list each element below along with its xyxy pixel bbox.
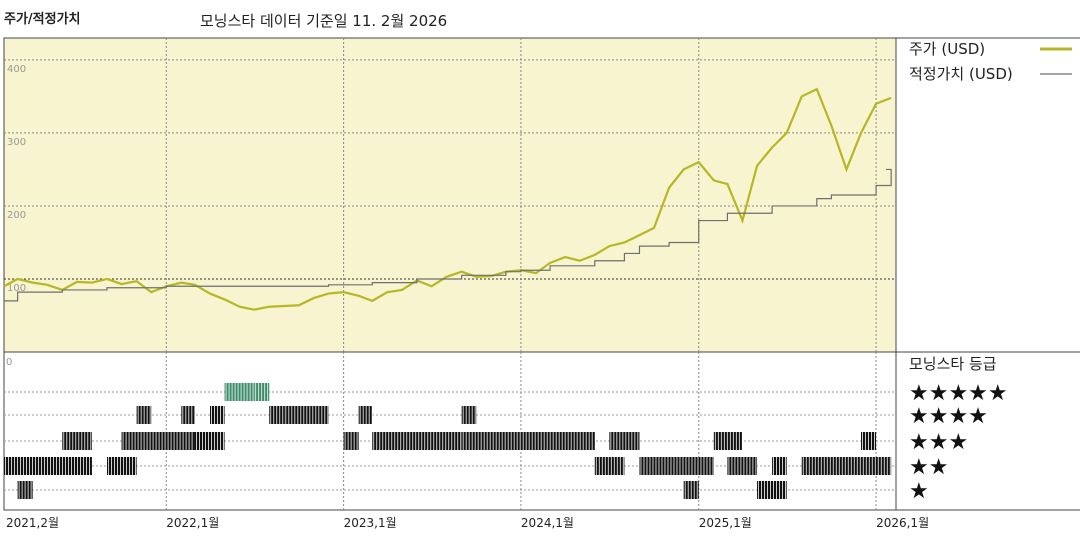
y-tick-label: 100 xyxy=(7,283,26,294)
rating-segment xyxy=(209,406,225,424)
x-axis-ticks: 2021,2월 2022,1월 2023,1월 2024,1월 2025,1월 2026,… xyxy=(6,516,929,530)
rating-segment xyxy=(284,406,329,424)
rating-segment xyxy=(609,432,640,450)
rating-segment xyxy=(194,432,225,450)
price-line xyxy=(3,87,892,311)
rating-row-label: ★★★★ xyxy=(909,404,988,429)
rating-y-tick: 0 xyxy=(6,357,12,368)
rating-segment xyxy=(17,481,33,499)
rating-segments xyxy=(4,383,892,499)
rating-segment xyxy=(343,432,359,450)
rating-segment xyxy=(594,457,625,475)
price-plot-background xyxy=(3,37,897,353)
rating-star-labels: ★★★★★★★★★★★★★★★ xyxy=(909,381,1008,504)
x-tick-label: 2025,1월 xyxy=(699,516,752,530)
rating-segment xyxy=(713,432,743,450)
rating-segment xyxy=(461,406,477,424)
rating-segment xyxy=(181,406,196,424)
x-tick-label: 2024,1월 xyxy=(521,516,574,530)
rating-row-label: ★★ xyxy=(909,455,948,480)
x-tick-label: 2026,1월 xyxy=(876,516,929,530)
rating-segment xyxy=(106,457,137,475)
y-tick-label: 400 xyxy=(7,64,26,75)
rating-segment xyxy=(801,457,892,475)
legend-price-label: 주가 (USD) xyxy=(909,40,985,58)
x-tick-label: 2022,1월 xyxy=(166,516,219,530)
series-lines xyxy=(3,87,892,311)
rating-segment xyxy=(372,432,462,450)
rating-plot-frame xyxy=(3,351,897,511)
rating-segment xyxy=(4,457,92,475)
rating-bar xyxy=(121,432,195,450)
rating-row-label: ★ xyxy=(909,479,929,504)
rating-segment xyxy=(861,432,877,450)
x-tick-label: 2023,1월 xyxy=(344,516,397,530)
rating-segment xyxy=(224,383,255,401)
rating-segment xyxy=(461,432,595,450)
rating-bar xyxy=(358,406,373,424)
rating-segment xyxy=(269,406,285,424)
rating-segment xyxy=(358,406,373,424)
rating-segment xyxy=(683,481,699,499)
rating-bar xyxy=(181,406,195,424)
rating-segment xyxy=(757,481,787,499)
y-tick-label: 200 xyxy=(7,210,26,221)
rating-segment xyxy=(639,457,714,475)
rating-bar xyxy=(4,457,92,475)
y-axis-ticks: 100 200 300 400 xyxy=(7,64,26,294)
rating-bar xyxy=(461,432,595,450)
data-date-subtitle: 모닝스타 데이터 기준일 11. 2월 2026 xyxy=(200,12,448,30)
rating-segment xyxy=(121,432,195,450)
rating-segment xyxy=(254,383,270,401)
rating-segment xyxy=(136,406,152,424)
rating-panel-title: 모닝스타 등급 xyxy=(909,355,997,373)
rating-segment xyxy=(772,457,787,475)
y-tick-label: 300 xyxy=(7,137,26,148)
fair-value-line xyxy=(4,168,892,302)
legend-fair-label: 적정가치 (USD) xyxy=(909,65,1013,83)
rating-row-label: ★★★★★ xyxy=(909,381,1008,406)
rating-segment xyxy=(727,457,758,475)
chart-title: 주가/적정가치 xyxy=(4,12,81,27)
rating-segment xyxy=(62,432,92,450)
x-tick-label: 2021,2월 xyxy=(6,516,59,530)
rating-row-label: ★★★ xyxy=(909,430,968,455)
